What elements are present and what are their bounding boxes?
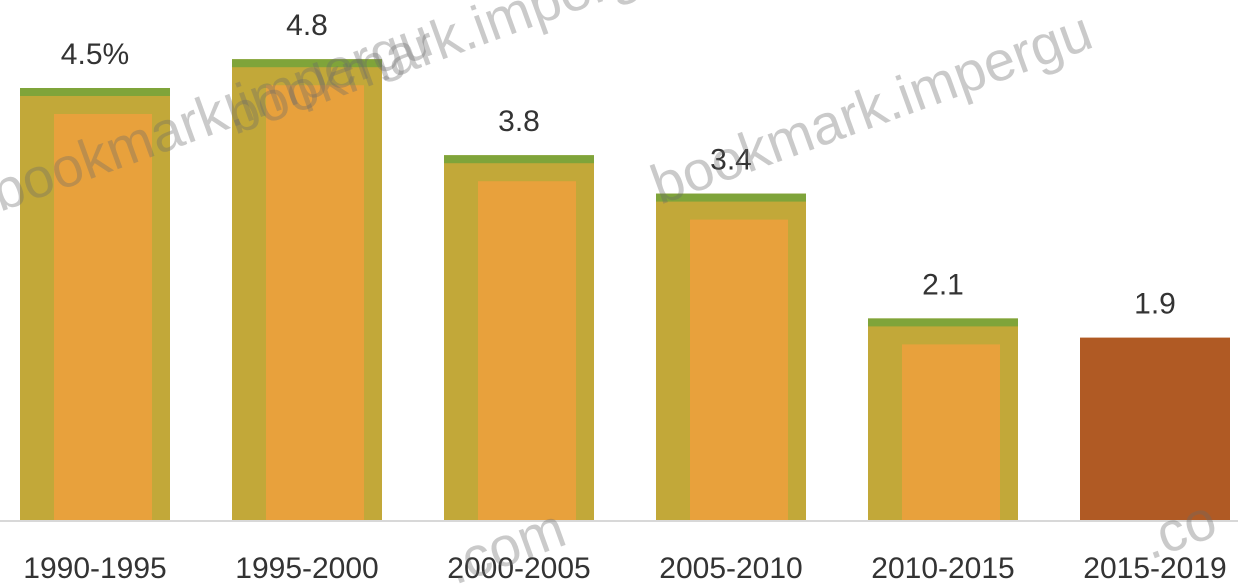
- x-tick-label: 2015-2019: [1083, 552, 1226, 585]
- bar-top-edge: [232, 59, 382, 68]
- bar: [444, 155, 594, 520]
- bar-inner-fill: [54, 114, 152, 520]
- x-tick-label: 2000-2005: [447, 552, 590, 585]
- bar-value-label: 3.8: [498, 105, 540, 138]
- x-tick-labels-group: 1990-1995 1995-2000 2000-2005 2005-2010 2010…: [23, 552, 1226, 585]
- bar-top-edge: [20, 88, 170, 96]
- x-tick-label: 1995-2000: [235, 552, 378, 585]
- bar-fill: [1080, 337, 1230, 520]
- bar-inner-fill: [690, 219, 788, 520]
- bar-value-label: 2.1: [922, 268, 964, 301]
- x-tick-label: 2010-2015: [871, 552, 1014, 585]
- bar-value-label: 3.4: [710, 144, 752, 177]
- bar-value-label: 4.8: [286, 9, 328, 42]
- value-labels-group: 4.5% 4.8 3.8 3.4 2.1 1.9: [61, 9, 1176, 320]
- bar-value-label: 4.5%: [61, 38, 129, 71]
- bar-value-label: 1.9: [1134, 288, 1176, 321]
- x-tick-label: 1990-1995: [23, 552, 166, 585]
- bar: [656, 193, 806, 520]
- bar-inner-fill: [902, 344, 1000, 520]
- bar-top-edge: [656, 193, 806, 202]
- bars-group: [20, 59, 1230, 520]
- bar: [20, 88, 170, 520]
- bar: [1080, 337, 1230, 520]
- bar: [868, 318, 1018, 520]
- bar: [232, 59, 382, 520]
- bar-inner-fill: [478, 181, 576, 520]
- watermark-text: bookmark.impergu: [643, 0, 1100, 216]
- bar-top-edge: [868, 318, 1018, 327]
- x-tick-label: 2005-2010: [659, 552, 802, 585]
- bar-inner-fill: [266, 85, 364, 520]
- bar-top-edge: [444, 155, 594, 164]
